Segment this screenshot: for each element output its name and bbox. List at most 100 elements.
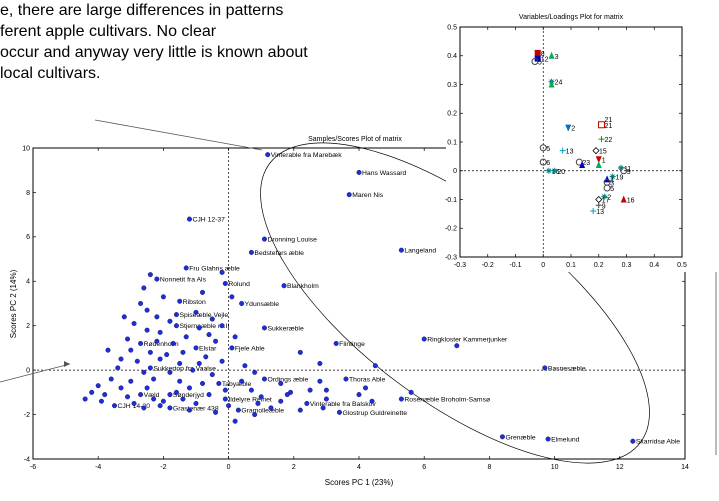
score-point [232, 418, 238, 424]
y-tick-label: 10 [22, 145, 30, 152]
score-point [398, 247, 404, 253]
score-point [173, 389, 179, 395]
loading-label: 8 [541, 51, 545, 58]
loading-marker [531, 58, 539, 65]
score-point [242, 363, 248, 369]
y-tick-label: 0.2 [447, 111, 457, 118]
score-point [284, 392, 290, 398]
score-point-label: Sønderjyd [173, 392, 204, 399]
score-point [252, 412, 258, 418]
score-point [105, 347, 111, 353]
score-point [196, 325, 202, 331]
score-point [167, 369, 173, 375]
score-point [265, 152, 271, 158]
score-point [261, 236, 267, 242]
score-point [193, 345, 199, 351]
score-point [128, 347, 134, 353]
loading-marker [545, 167, 552, 174]
score-point [125, 394, 131, 400]
score-point-label: CJH 14-20 [118, 403, 151, 410]
score-point [128, 378, 134, 384]
score-point [177, 360, 183, 366]
score-point [317, 360, 323, 366]
score-point [118, 385, 124, 391]
score-point [111, 403, 117, 409]
score-point [261, 325, 267, 331]
loading-label: 23 [582, 160, 590, 167]
score-point-label: Elstar [199, 345, 217, 352]
score-point [193, 309, 199, 315]
score-point [200, 380, 206, 386]
score-point [167, 405, 173, 411]
score-point [229, 294, 235, 300]
score-point [369, 398, 375, 404]
loading-label: 5 [538, 60, 542, 67]
scores-x-axis-label: Scores PC 1 (23%) [325, 478, 394, 487]
intro-text: e, there are large differences in patter… [0, 0, 440, 84]
score-point-label: Glostrup Guldreinette [342, 410, 407, 417]
scores-points: Vinterable fra Marebæk Hans Wassard Maren … [82, 152, 680, 446]
scores-zero-lines [33, 148, 685, 459]
score-point [183, 265, 189, 271]
score-point-label: Grastenær 438 [173, 405, 219, 412]
score-point-label: Bedstefars æble [254, 250, 304, 257]
loading-marker [559, 147, 566, 154]
score-point-label: Væld [144, 392, 160, 399]
score-point [542, 365, 548, 371]
score-point-label: Blankholm [287, 283, 319, 290]
score-point [138, 392, 144, 398]
score-point-label: Spiseæble Vejle [179, 312, 228, 319]
score-point-label: Ordings æble [267, 377, 308, 384]
score-point-label: Ribston [183, 299, 206, 306]
x-tick-label: -0.1 [509, 262, 521, 269]
loading-label: 20 [557, 169, 565, 176]
score-point-label: Rødenholm [144, 341, 179, 348]
score-point [219, 323, 225, 329]
score-point [125, 336, 131, 342]
score-point [173, 323, 179, 329]
loading-label: 1 [602, 157, 606, 164]
score-point [206, 392, 212, 398]
loading-marker [539, 144, 547, 152]
score-point-label: Hans Wassard [362, 170, 407, 177]
score-point [222, 281, 228, 287]
score-point [177, 298, 183, 304]
score-point [333, 340, 339, 346]
score-point [102, 392, 108, 398]
loading-marker [598, 136, 605, 143]
score-point-label: CJH 12-37 [192, 217, 225, 224]
score-point [144, 327, 150, 333]
intro-line: occur and anyway very little is known ab… [0, 44, 308, 61]
score-point [186, 216, 192, 222]
y-tick-label: 2 [26, 323, 30, 330]
score-point [151, 396, 157, 402]
score-point [144, 385, 150, 391]
loading-label: 24 [555, 80, 563, 87]
intro-line: local cultivars. [0, 65, 101, 82]
y-tick-label: 0.1 [447, 139, 457, 146]
loading-label: 15 [599, 149, 607, 156]
loading-marker [598, 121, 606, 129]
score-point [258, 394, 264, 400]
loading-label: 13 [566, 149, 574, 156]
score-point [167, 392, 173, 398]
score-point [157, 403, 163, 409]
score-point [118, 356, 124, 362]
score-point-label: Basnesæble [548, 365, 586, 372]
score-point [235, 407, 241, 413]
score-point [248, 387, 254, 393]
loadings-ticks: -0.3 -0.2 -0.1 0 0.1 0.2 0.3 0.4 0.5 -0.3 -0.2 -0.1… [445, 24, 687, 269]
score-point [278, 398, 284, 404]
loadings-points: 8312524212122251315623111162091943521716… [531, 49, 635, 216]
score-point-label: Flintinge [339, 341, 365, 348]
score-point [304, 400, 310, 406]
score-point [134, 358, 140, 364]
y-tick-label: 0 [453, 168, 457, 175]
score-point [343, 376, 349, 382]
score-point-label: Sukkertop fra Vaalse [153, 365, 216, 372]
score-point [131, 320, 137, 326]
score-point [203, 354, 209, 360]
score-point [219, 358, 225, 364]
score-point [421, 336, 427, 342]
